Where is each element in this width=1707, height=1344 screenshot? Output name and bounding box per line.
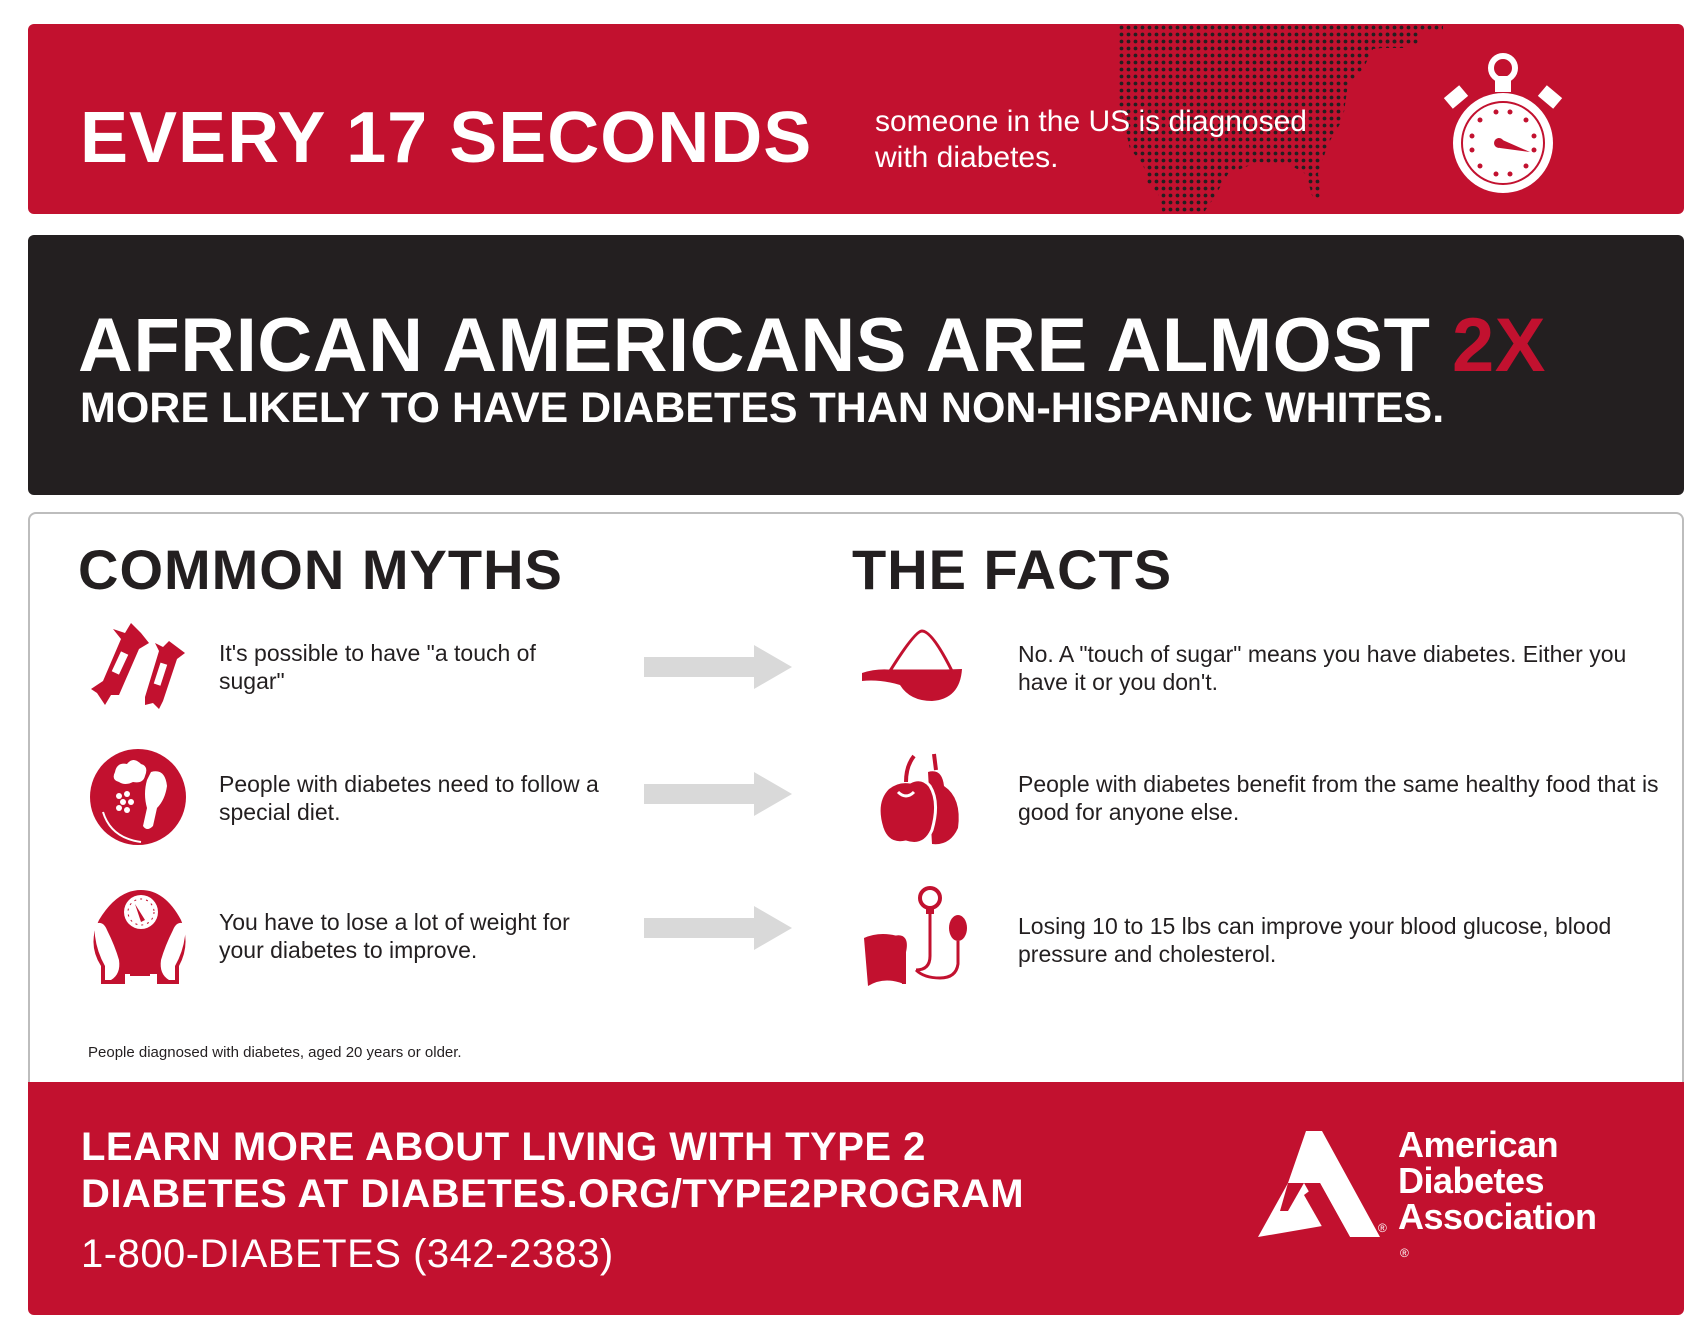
stat-band: AFRICAN AMERICANS ARE ALMOST 2X MORE LIK… bbox=[28, 235, 1684, 495]
registered-mark: ® bbox=[1400, 1246, 1409, 1260]
myth-text: You have to lose a lot of weight for you… bbox=[219, 909, 570, 963]
facts-title: THE FACTS bbox=[852, 538, 1173, 601]
logo-line-3: Association ® bbox=[1398, 1199, 1597, 1271]
bathroom-scale-icon bbox=[93, 890, 186, 984]
headline-subtext: someone in the US is diagnosed with diab… bbox=[875, 104, 1395, 176]
footer-cta: LEARN MORE ABOUT LIVING WITH TYPE 2 DIAB… bbox=[28, 1082, 1684, 1315]
learn-more-text: LEARN MORE ABOUT LIVING WITH TYPE 2 DIAB… bbox=[81, 1124, 1024, 1218]
phone-number[interactable]: 1-800-DIABETES (342-2383) bbox=[81, 1232, 614, 1276]
blood-pressure-cuff-icon bbox=[864, 886, 967, 986]
headline-every-17-seconds: EVERY 17 SECONDS bbox=[80, 98, 813, 178]
sugar-spoon-icon bbox=[862, 629, 962, 701]
arrow-right-icon bbox=[644, 772, 792, 816]
myth-fact-row: People with diabetes need to follow a sp… bbox=[30, 742, 1682, 852]
logo-line-3-text: Association bbox=[1398, 1196, 1597, 1237]
stat-prefix: AFRICAN AMERICANS ARE ALMOST bbox=[78, 303, 1453, 388]
logo-line-2: Diabetes bbox=[1398, 1160, 1545, 1201]
fact-text: People with diabetes benefit from the sa… bbox=[1018, 771, 1659, 825]
myths-title: COMMON MYTHS bbox=[78, 538, 563, 601]
subtext-line-2: with diabetes. bbox=[875, 141, 1059, 174]
logo-line-1: American bbox=[1398, 1124, 1559, 1165]
fact-text: Losing 10 to 15 lbs can improve your blo… bbox=[1018, 913, 1612, 967]
myth-fact-row: It's possible to have "a touch of sugar"… bbox=[30, 609, 1682, 719]
myth-text: It's possible to have "a touch of sugar" bbox=[219, 640, 536, 694]
apple-pear-icon bbox=[877, 753, 959, 845]
myth-text: People with diabetes need to follow a sp… bbox=[219, 771, 599, 825]
special-diet-plate-icon bbox=[90, 749, 186, 845]
arrow-right-icon bbox=[644, 645, 792, 689]
cta-line-2-url[interactable]: DIABETES AT DIABETES.ORG/TYPE2PROGRAM bbox=[81, 1172, 1025, 1216]
us-dot-map bbox=[1118, 24, 1443, 214]
footnote: People diagnosed with diabetes, aged 20 … bbox=[88, 1044, 462, 1061]
top-banner: EVERY 17 SECONDS someone in the US is di… bbox=[28, 24, 1684, 214]
stopwatch-icon bbox=[1443, 53, 1563, 193]
myth-fact-row: You have to lose a lot of weight for you… bbox=[30, 886, 1682, 996]
myths-facts-card: COMMON MYTHS THE FACTS It's possible to … bbox=[28, 512, 1684, 1082]
stat-highlight-2x: 2X bbox=[1452, 303, 1546, 388]
candy-icon bbox=[91, 623, 185, 709]
ada-wordmark: American Diabetes Association ® bbox=[1398, 1127, 1597, 1271]
subtext-line-1: someone in the US is diagnosed bbox=[875, 105, 1307, 138]
fact-text: No. A "touch of sugar" means you have di… bbox=[1018, 641, 1627, 695]
cta-line-1: LEARN MORE ABOUT LIVING WITH TYPE 2 bbox=[81, 1125, 926, 1169]
stat-subline: MORE LIKELY TO HAVE DIABETES THAN NON-HI… bbox=[80, 384, 1445, 432]
stat-headline: AFRICAN AMERICANS ARE ALMOST 2X bbox=[78, 308, 1546, 384]
arrow-right-icon bbox=[644, 906, 792, 950]
registered-mark: ® bbox=[1378, 1221, 1387, 1235]
ada-triangle-logo-icon bbox=[1258, 1131, 1380, 1237]
ada-logo: ® American Diabetes Association ® bbox=[1258, 1127, 1658, 1260]
